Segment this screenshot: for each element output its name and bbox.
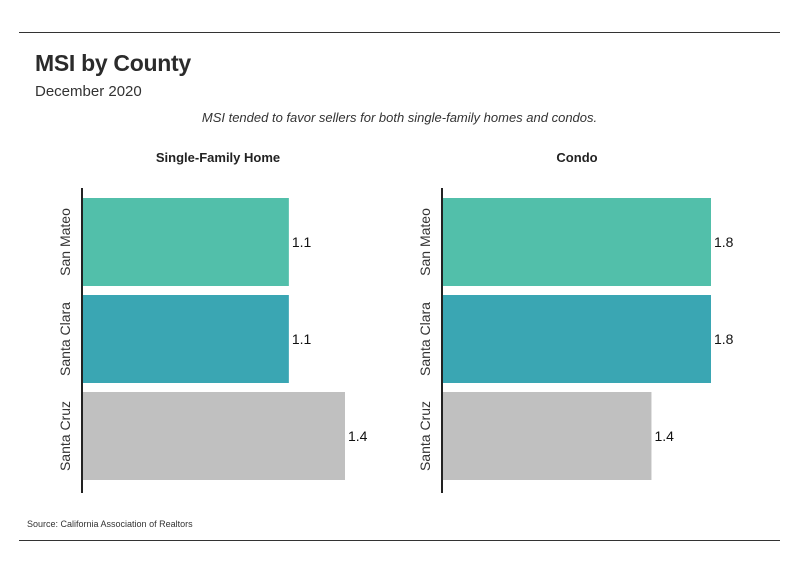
bottom-rule	[19, 540, 780, 541]
single-family-value-label-santa-clara: 1.1	[292, 331, 312, 347]
condo-bar-santa-cruz	[443, 392, 652, 480]
single-family-panel-title: Single-Family Home	[156, 150, 280, 165]
single-family-value-label-santa-cruz: 1.4	[348, 428, 368, 444]
condo-category-label-santa-clara: Santa Clara	[417, 302, 433, 376]
page-title: MSI by County	[35, 50, 191, 76]
condo-panel-title: Condo	[556, 150, 597, 165]
source-note: Source: California Association of Realto…	[27, 519, 193, 529]
condo-category-label-san-mateo: San Mateo	[417, 208, 433, 276]
single-family-bar-san-mateo	[83, 198, 289, 286]
chart-note: MSI tended to favor sellers for both sin…	[201, 110, 598, 125]
condo-value-label-santa-clara: 1.8	[714, 331, 734, 347]
single-family-bar-santa-cruz	[83, 392, 345, 480]
page-subtitle: December 2020	[35, 83, 142, 100]
condo-category-label-santa-cruz: Santa Cruz	[417, 401, 433, 471]
single-family-value-label-san-mateo: 1.1	[292, 234, 312, 250]
condo-value-label-santa-cruz: 1.4	[654, 428, 674, 444]
condo-value-label-san-mateo: 1.8	[714, 234, 734, 250]
condo-bar-santa-clara	[443, 295, 711, 383]
single-family-category-label-santa-cruz: Santa Cruz	[57, 401, 73, 471]
single-family-category-label-san-mateo: San Mateo	[57, 208, 73, 276]
condo-bar-san-mateo	[443, 198, 711, 286]
top-rule	[19, 32, 780, 33]
single-family-bar-santa-clara	[83, 295, 289, 383]
single-family-category-label-santa-clara: Santa Clara	[57, 302, 73, 376]
